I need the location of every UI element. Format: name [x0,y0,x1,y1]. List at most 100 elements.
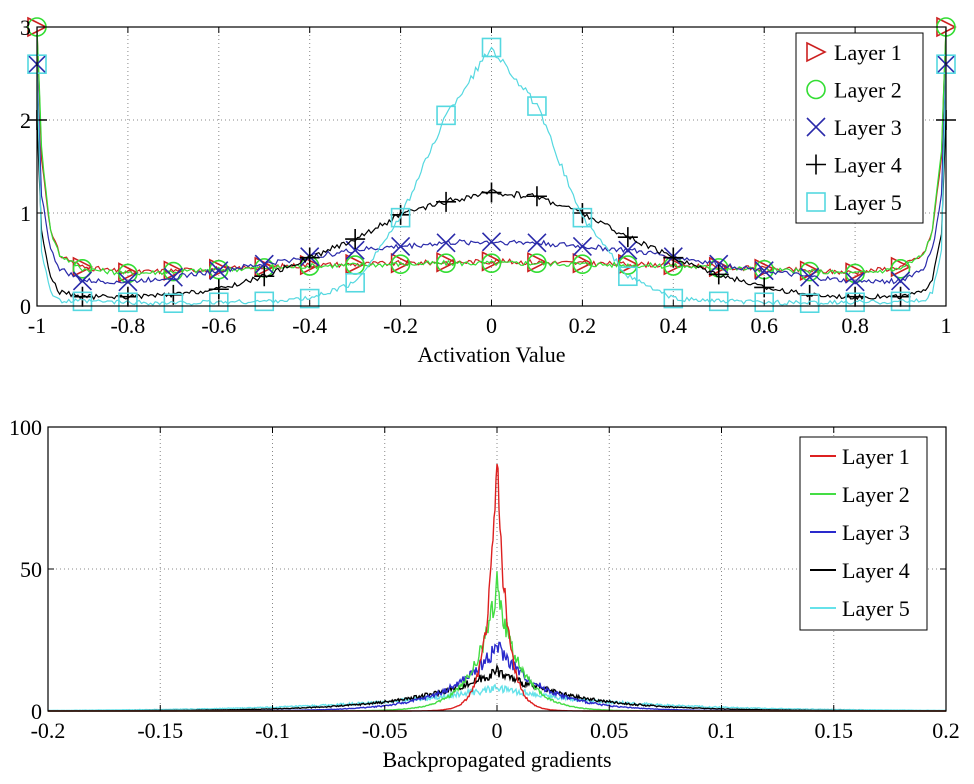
data-point-layer-3 [118,272,138,292]
x-tick-label: 1 [941,313,952,338]
data-point-layer-5 [209,292,229,313]
data-point-layer-5 [345,272,365,293]
data-point-layer-3 [845,272,865,292]
x-tick-label: 0.8 [841,313,869,338]
data-point-layer-3 [481,232,502,252]
data-point-layer-5 [845,292,865,313]
data-point-layer-3 [572,236,592,257]
data-point-layer-5 [754,292,775,313]
y-tick-label: 50 [20,557,42,582]
data-point-layer-5 [72,291,93,312]
data-point-layer-4 [208,279,229,300]
data-point-layer-4 [617,227,638,248]
x-tick-label: -0.1 [255,718,290,743]
series-line-layer-5 [36,46,947,307]
data-point-layer-2 [436,253,456,274]
data-point-layer-5 [527,96,547,116]
data-point-layer-2 [799,261,820,282]
data-point-layer-1 [72,256,94,278]
x-tick-label: -0.2 [31,718,66,743]
x-tick-label: -0.05 [362,718,408,743]
data-point-layer-5 [436,105,456,126]
data-point-layer-2 [209,259,229,280]
data-point-layer-5 [618,266,638,287]
x-axis-label: Activation Value [417,342,565,367]
x-tick-label: 0 [492,718,503,743]
series-line-layer-3 [48,641,946,712]
x-tick-label: -0.15 [137,718,183,743]
data-point-layer-3 [163,267,183,287]
data-point-layer-4 [572,203,593,223]
data-point-layer-2 [481,253,502,274]
data-point-layer-4 [526,186,547,207]
legend-label: Layer 4 [834,153,902,178]
data-point-layer-5 [118,292,138,313]
x-tick-label: 0.1 [708,718,736,743]
legend-label: Layer 3 [834,115,902,140]
x-tick-label: 0.6 [750,313,778,338]
legend-marker-layer-5 [806,192,826,212]
data-point-layer-5 [481,37,502,58]
data-point-layer-3 [72,271,93,291]
data-point-layer-2 [72,258,93,279]
data-point-layer-5 [390,207,411,228]
x-tick-label: -0.6 [201,313,236,338]
data-point-layer-2 [163,261,184,282]
legend-label: Layer 1 [842,444,910,469]
legend-label: Layer 2 [842,482,910,507]
data-point-layer-4 [481,182,502,203]
x-tick-label: -0.4 [292,313,327,338]
data-point-layer-3 [527,233,547,253]
data-point-layer-2 [527,253,547,274]
data-point-layer-5 [163,293,184,314]
legend-label: Layer 1 [834,40,902,65]
data-point-layer-3 [391,236,411,257]
data-point-layer-3 [800,267,820,287]
data-point-layer-5 [799,293,820,314]
legend-box [799,436,928,631]
data-point-layer-3 [436,233,456,253]
x-tick-label: -1 [28,313,46,338]
legend-label: Layer 2 [834,78,902,103]
data-point-layer-5 [663,288,684,309]
data-point-layer-2 [390,254,411,274]
data-point-layer-5 [708,291,729,312]
x-tick-label: 0 [486,313,497,338]
legend-marker-layer-3 [806,117,826,137]
x-axis-label: Backpropagated gradients [382,747,611,772]
y-tick-label: 0 [31,699,42,724]
x-tick-label: 0.4 [660,313,688,338]
data-point-layer-4 [663,247,684,268]
gradient-histogram-chart: -0.2 -0.15 -0.1 -0.05 0 0.05 0.1 0.15 0.2 0 50 100 B… [9,415,960,772]
data-point-layer-3 [209,261,229,281]
legend-label: Layer 5 [842,596,910,621]
data-point-layer-5 [890,291,911,312]
data-point-layer-4 [890,286,911,307]
data-point-layer-4 [754,277,775,298]
data-point-layer-2 [572,254,593,274]
activation-histogram-chart: -1 -0.8 -0.6 -0.4 -0.2 0 0.2 0.4 0.6 0.8 1 0 1 2 3 Acti… [20,15,957,367]
y-tick-label: 100 [9,415,42,440]
data-point-layer-5 [299,288,320,309]
legend-label: Layer 3 [842,520,910,545]
data-point-layer-3 [618,240,638,260]
y-tick-label: 1 [20,201,31,226]
x-tick-label: 0.05 [590,718,629,743]
data-point-layer-3 [890,271,911,291]
series-line-layer-2 [36,26,947,277]
y-tick-label: 0 [20,294,31,319]
data-point-layer-3 [254,254,274,274]
x-tick-label: 0.2 [569,313,597,338]
legend-label: Layer 4 [842,558,910,583]
x-tick-label: 0.15 [815,718,854,743]
data-point-layer-3 [345,240,365,260]
x-tick-label: 0.2 [932,718,960,743]
data-point-layer-5 [572,207,593,228]
legend-marker-layer-1 [806,41,827,63]
data-point-layer-4 [72,286,93,307]
data-point-layer-4 [254,266,275,287]
data-point-layer-2 [890,258,911,279]
data-point-layer-3 [754,261,774,281]
x-tick-label: -0.2 [383,313,418,338]
